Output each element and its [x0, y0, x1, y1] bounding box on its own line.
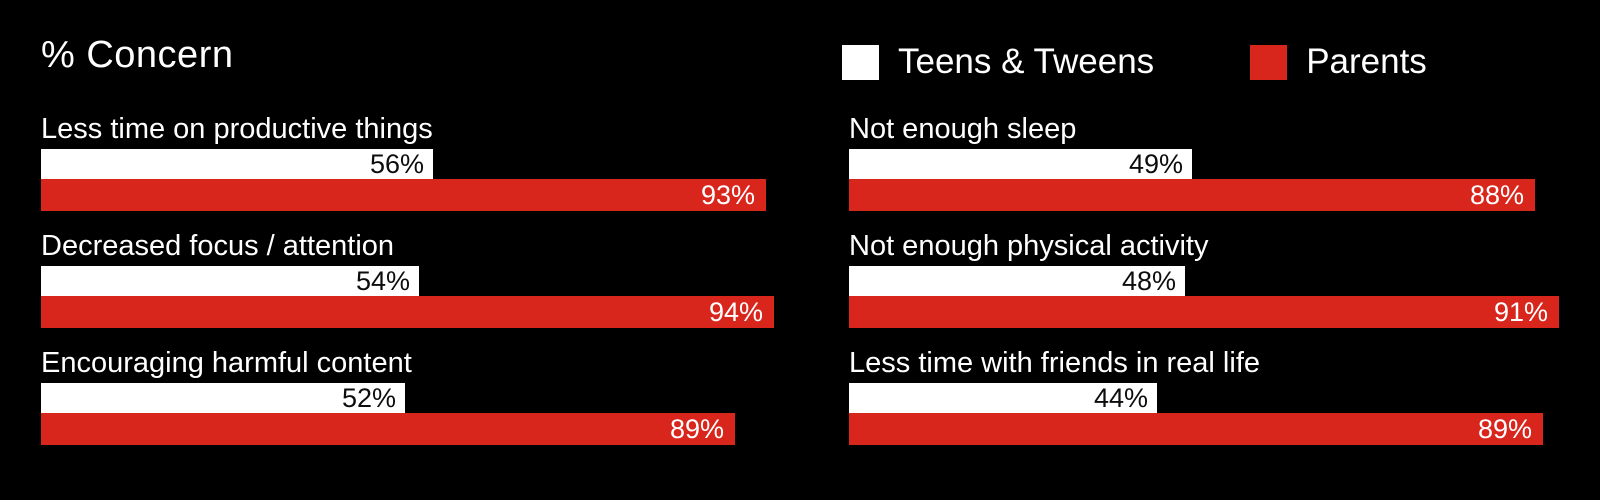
bar-group-row: Decreased focus / attention 54% 94% [41, 230, 777, 328]
teens-value-label: 49% [1128, 149, 1183, 179]
parents-bar: 88% [849, 179, 1535, 211]
parents-value-label: 88% [1469, 180, 1524, 210]
category-label: Less time on productive things [41, 113, 433, 145]
bar-group-row: Less time on productive things 56% 93% [41, 113, 777, 211]
parents-swatch-icon [1250, 44, 1288, 80]
category-label: Encouraging harmful content [41, 347, 412, 379]
bar-group-row: Encouraging harmful content 52% 89% [41, 347, 777, 445]
bar-group-row: Not enough sleep 49% 88% [849, 113, 1585, 211]
parents-value-label: 89% [669, 414, 724, 444]
chart-column-left: Less time on productive things 56% 93% Decr… [41, 113, 777, 464]
category-label: Not enough sleep [849, 113, 1077, 145]
teens-bar: 56% [41, 149, 433, 179]
legend: Teens & Tweens Parents [842, 42, 1427, 82]
parents-value-label: 89% [1477, 414, 1532, 444]
legend-label-teens: Teens & Tweens [898, 42, 1155, 81]
teens-value-label: 44% [1093, 383, 1148, 413]
bar-group-row: Less time with friends in real life 44% 89… [849, 347, 1585, 445]
teens-bar: 52% [41, 383, 405, 413]
legend-label-parents: Parents [1306, 42, 1427, 81]
parents-bar: 89% [41, 413, 735, 445]
legend-item-parents: Parents [1250, 42, 1427, 82]
chart-title: % Concern [41, 34, 234, 76]
teens-bar: 54% [41, 266, 419, 296]
parents-value-label: 94% [708, 297, 763, 327]
bar-group-row: Not enough physical activity 48% 91% [849, 230, 1585, 328]
parents-bar: 94% [41, 296, 774, 328]
chart-column-right: Not enough sleep 49% 88% Not enough physica… [849, 113, 1585, 464]
teens-swatch-icon [842, 44, 879, 80]
teens-bar: 44% [849, 383, 1157, 413]
teens-bar: 49% [849, 149, 1192, 179]
teens-value-label: 54% [355, 266, 410, 296]
parents-value-label: 91% [1493, 297, 1548, 327]
parents-bar: 89% [849, 413, 1543, 445]
teens-value-label: 56% [369, 149, 424, 179]
parents-bar: 93% [41, 179, 766, 211]
parents-bar: 91% [849, 296, 1559, 328]
category-label: Not enough physical activity [849, 230, 1209, 262]
teens-bar: 48% [849, 266, 1185, 296]
teens-value-label: 52% [341, 383, 396, 413]
category-label: Decreased focus / attention [41, 230, 395, 262]
teens-value-label: 48% [1121, 266, 1176, 296]
legend-item-teens: Teens & Tweens [842, 42, 1154, 82]
category-label: Less time with friends in real life [849, 347, 1260, 379]
parents-value-label: 93% [700, 180, 755, 210]
